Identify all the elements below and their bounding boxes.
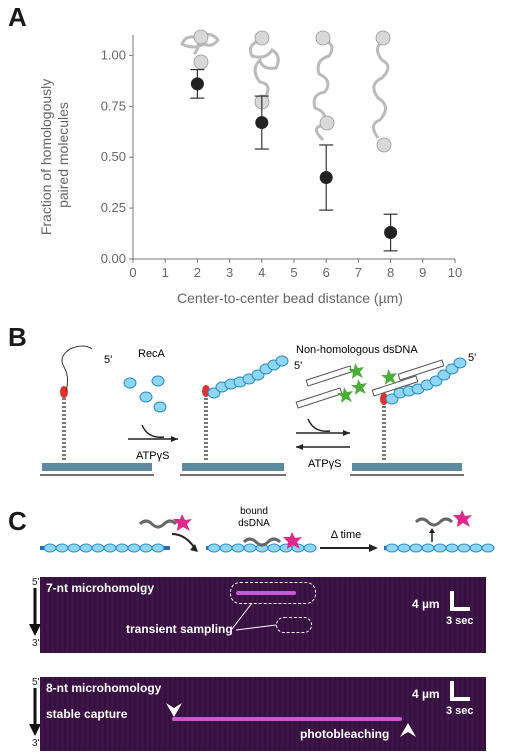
panel-label-a: A bbox=[8, 2, 27, 32]
x-tick-label: 10 bbox=[448, 265, 462, 280]
scale-bar-2h bbox=[450, 697, 470, 701]
data-point bbox=[255, 116, 269, 130]
kymograph-1-title: 7-nt microhomolgy bbox=[46, 581, 155, 595]
surface-middle bbox=[180, 355, 289, 476]
kymo1-3prime: 3' bbox=[32, 638, 40, 649]
photobleaching-label: photobleaching bbox=[300, 727, 390, 741]
scale-um-1: 4 µm bbox=[412, 597, 440, 611]
stable-capture-label: stable capture bbox=[46, 707, 128, 721]
panel-b-diagram: 5' RecA ATPγS Non-homologous dsDNA 5' bbox=[40, 344, 476, 476]
y-tick-label: 1.00 bbox=[101, 47, 126, 62]
five-prime-label: 5' bbox=[104, 354, 112, 366]
kymograph-2-title: 8-nt microhomology bbox=[46, 681, 162, 695]
data-point bbox=[190, 77, 204, 91]
kymo2-direction-arrow bbox=[29, 688, 41, 736]
scale-bar-2 bbox=[450, 681, 454, 701]
bead-tether-illustrations bbox=[180, 29, 392, 153]
tether-8um bbox=[372, 30, 392, 153]
y-tick-label: 0.75 bbox=[101, 98, 126, 113]
x-tick-label: 9 bbox=[419, 265, 426, 280]
kymo2-5prime: 5' bbox=[32, 677, 40, 688]
x-axis-label: Center-to-center bead distance (µm) bbox=[177, 290, 403, 306]
photobleaching-arrow-icon bbox=[400, 723, 416, 737]
y-axis-label: Fraction of homologously paired molecule… bbox=[38, 75, 71, 235]
dsdna-fragments bbox=[295, 363, 364, 409]
data-point bbox=[384, 226, 398, 240]
chart-marks bbox=[190, 69, 398, 252]
kymo2-3prime: 3' bbox=[32, 738, 40, 749]
surface-left: 5' bbox=[40, 345, 154, 476]
kymograph-2: 8-nt microhomology stable capture photob… bbox=[40, 677, 486, 751]
x-tick-label: 8 bbox=[387, 265, 394, 280]
scale-bar-1h bbox=[450, 607, 470, 611]
panel-label-b: B bbox=[8, 322, 27, 352]
reca-filament-middle bbox=[207, 355, 289, 399]
filament-1 bbox=[40, 543, 170, 553]
dsdna-label: dsDNA bbox=[238, 518, 270, 529]
x-tick-label: 5 bbox=[290, 265, 297, 280]
tether-6um bbox=[312, 30, 335, 142]
chart-axes: 0 1 2 3 4 5 6 7 8 9 10 0.00 0.25 0.50 0.75 1.00 bbox=[101, 35, 462, 280]
stable-arrow-icon bbox=[166, 703, 182, 717]
five-prime-label-2: 5' bbox=[294, 360, 302, 372]
kymograph-1: 7-nt microhomolgy transient sampling 4 µ… bbox=[40, 577, 486, 653]
y-tick-label: 0.25 bbox=[101, 200, 126, 215]
delta-time-label: Δ time bbox=[331, 529, 362, 541]
x-tick-label: 2 bbox=[194, 265, 201, 280]
filament-3 bbox=[384, 510, 495, 553]
y-axis-label-line2: paired molecules bbox=[55, 102, 71, 208]
tether-2um bbox=[180, 29, 220, 70]
scale-sec-2: 3 sec bbox=[446, 705, 474, 717]
surface-right: 5' bbox=[350, 352, 476, 476]
x-tick-label: 0 bbox=[129, 265, 136, 280]
dsdna-probe-1 bbox=[138, 514, 192, 531]
atp-label-2: ATPγS bbox=[308, 458, 341, 470]
kymo1-5prime: 5' bbox=[32, 577, 40, 588]
data-point bbox=[319, 171, 333, 185]
transient-sampling-label: transient sampling bbox=[126, 622, 233, 636]
scale-um-2: 4 µm bbox=[412, 687, 440, 701]
atp-label-1: ATPγS bbox=[136, 450, 169, 462]
reca-filament-right bbox=[385, 357, 467, 405]
transient-box-1 bbox=[230, 582, 316, 604]
transient-signal-1 bbox=[236, 591, 296, 595]
x-tick-label: 6 bbox=[323, 265, 330, 280]
transient-box-2 bbox=[276, 617, 312, 633]
filament-2 bbox=[206, 532, 317, 553]
x-tick-label: 7 bbox=[355, 265, 362, 280]
y-tick-label: 0.00 bbox=[101, 251, 126, 266]
panel-c-schematic: bound dsDNA Δ time bbox=[40, 506, 495, 553]
x-tick-label: 3 bbox=[226, 265, 233, 280]
bound-label: bound bbox=[240, 506, 268, 517]
scale-sec-1: 3 sec bbox=[446, 615, 474, 627]
five-prime-label-3: 5' bbox=[468, 352, 476, 364]
scale-bar-1 bbox=[450, 591, 454, 611]
chart-panel-a: 0 1 2 3 4 5 6 7 8 9 10 0.00 0.25 0.50 0.75 1.00 Center-… bbox=[38, 29, 462, 306]
panel-label-c: C bbox=[8, 506, 27, 536]
x-tick-label: 4 bbox=[258, 265, 265, 280]
stable-signal bbox=[172, 717, 402, 721]
reca-monomers bbox=[123, 375, 167, 413]
y-axis-label-line1: Fraction of homologously bbox=[38, 79, 54, 235]
nonhomologous-label: Non-homologous dsDNA bbox=[296, 344, 418, 356]
x-tick-label: 1 bbox=[162, 265, 169, 280]
annotation-lines-1 bbox=[231, 602, 277, 631]
tether-4um bbox=[248, 30, 280, 110]
kymo1-direction-arrow bbox=[29, 588, 41, 636]
y-tick-label: 0.50 bbox=[101, 149, 126, 164]
reca-label: RecA bbox=[138, 348, 166, 360]
